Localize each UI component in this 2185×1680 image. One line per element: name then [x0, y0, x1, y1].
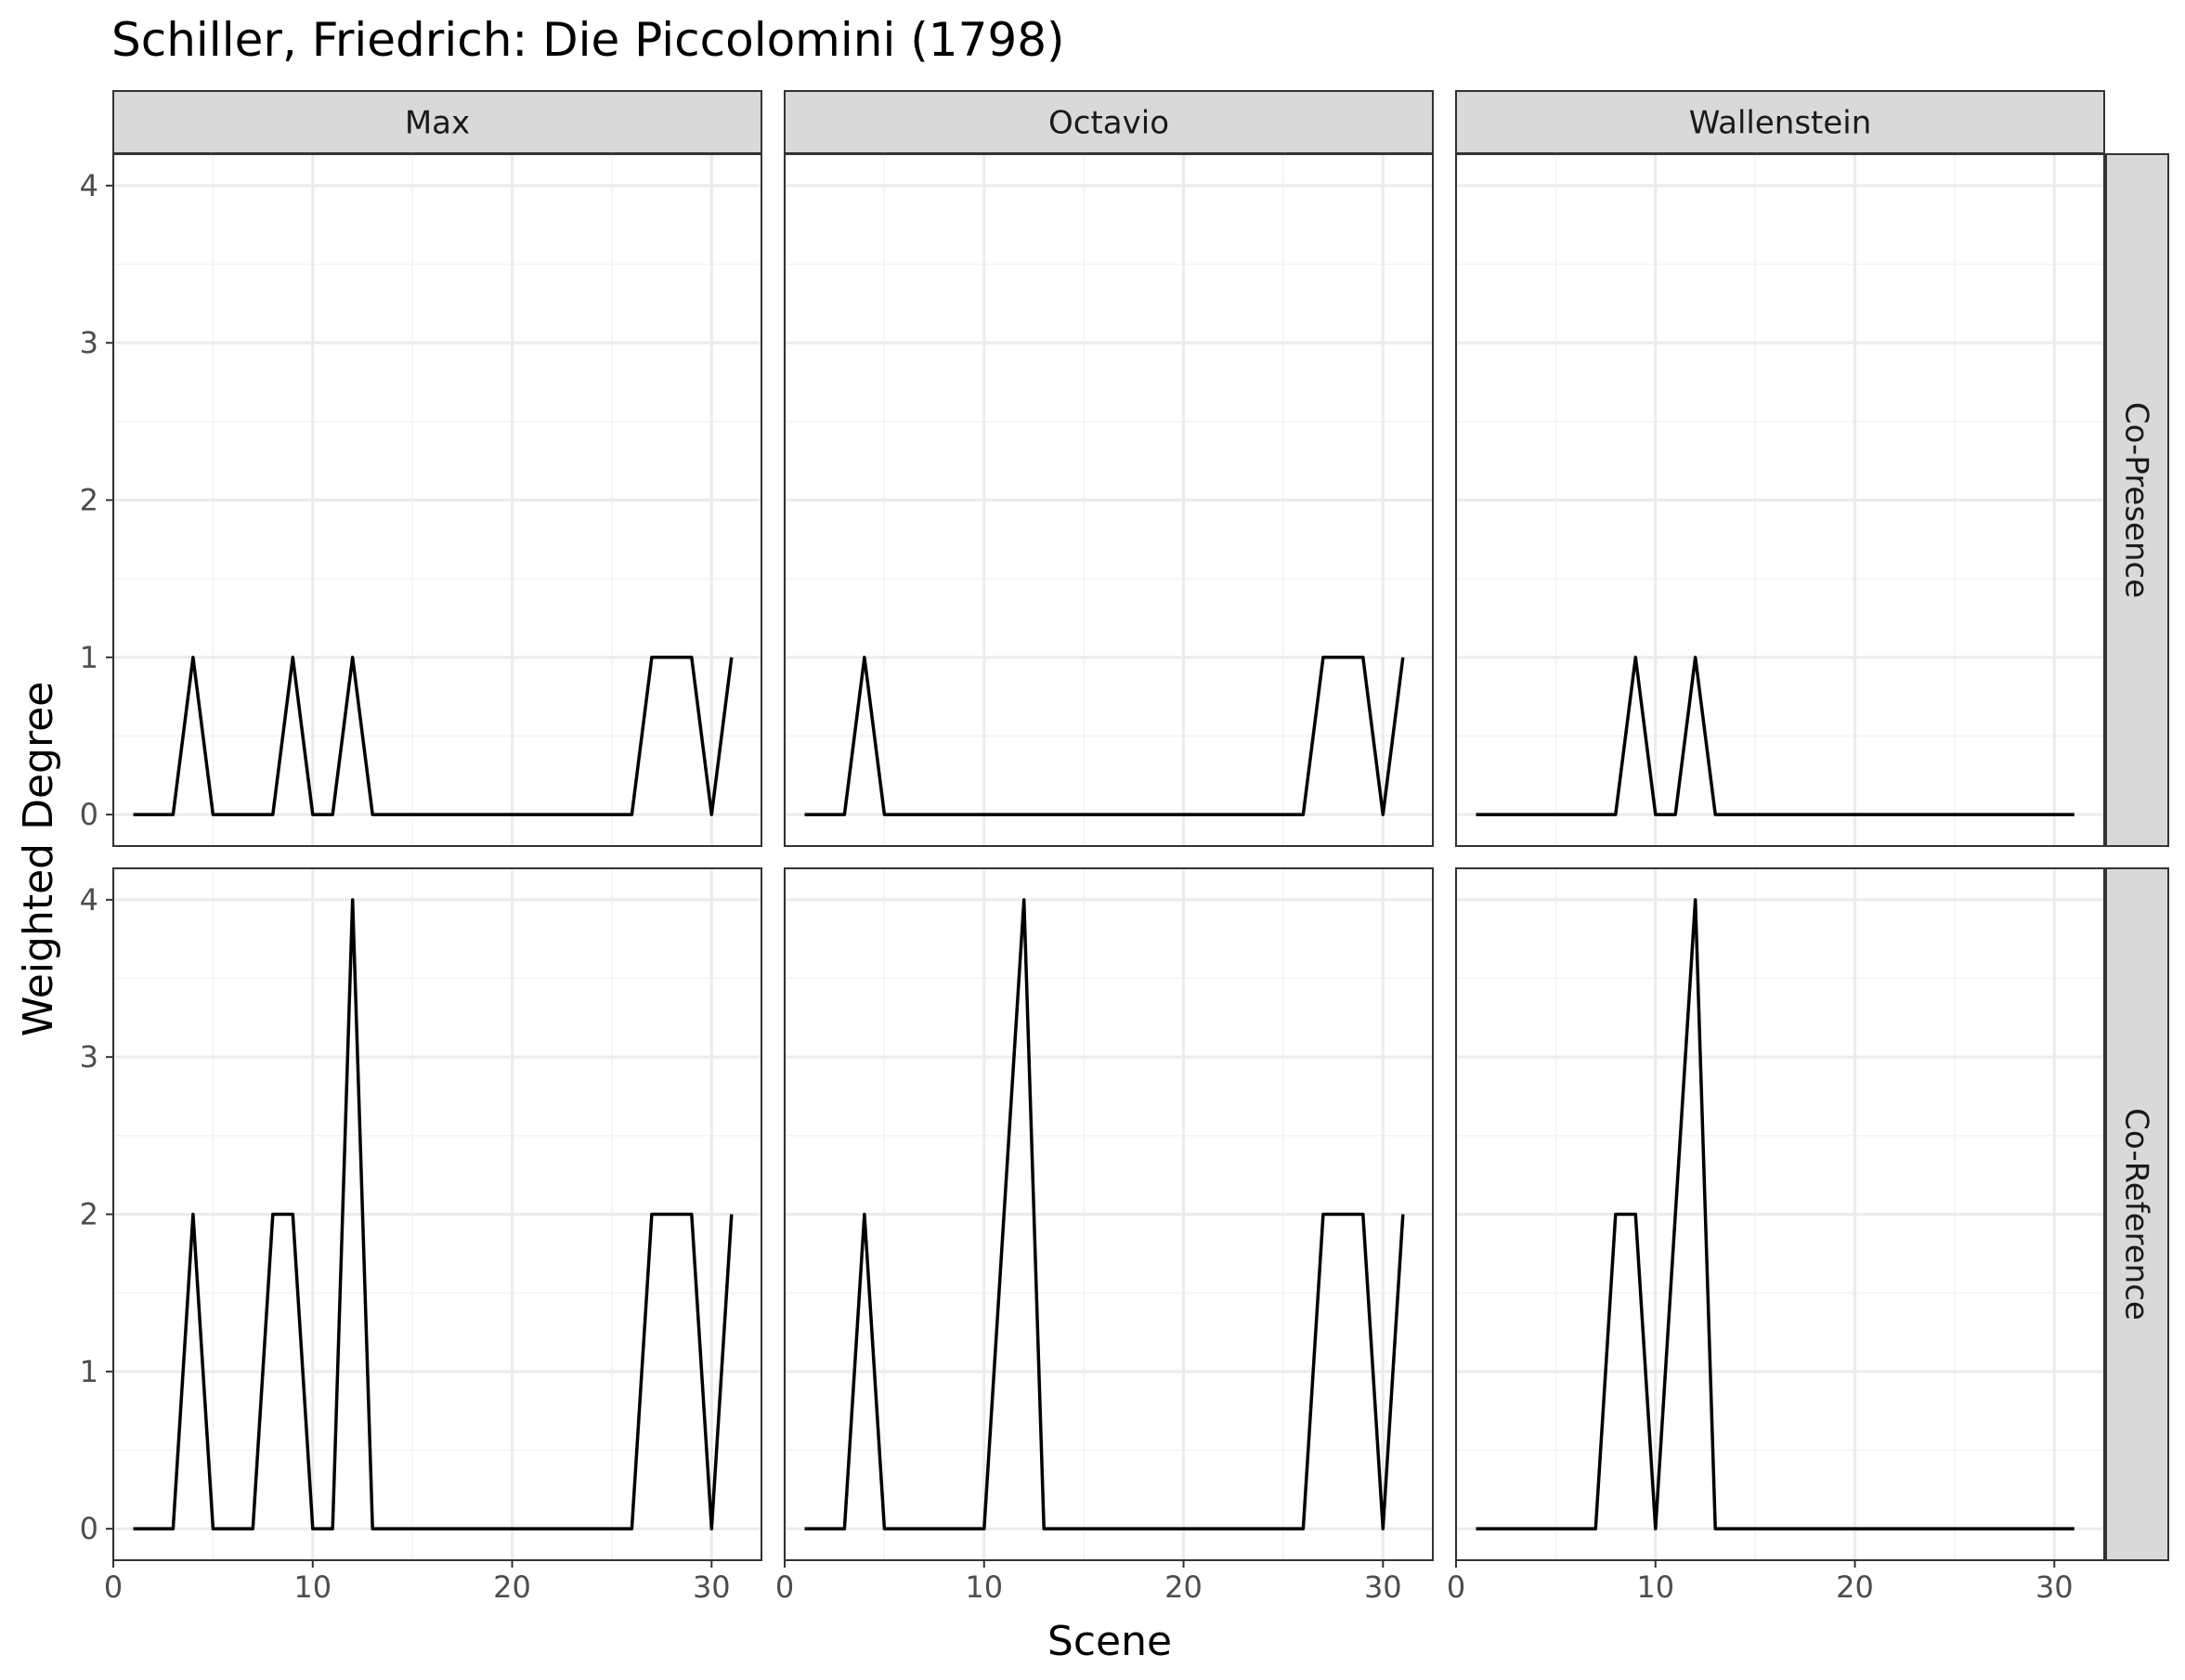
strip-octavio: [784, 90, 1434, 154]
chart-title: Schiller, Friedrich: Die Piccolomini (17…: [111, 13, 1065, 67]
strip-label-octavio: Octavio: [1048, 105, 1169, 142]
y-tick-label: 0: [80, 797, 98, 832]
series-line-octavio-co-presence: [804, 656, 1405, 816]
panel-border: [1455, 153, 2105, 847]
y-tick-label: 4: [80, 882, 98, 918]
y-axis-title: Weighted Degree: [15, 682, 62, 1036]
series-line-wallenstein-co-reference: [1476, 898, 2074, 1530]
x-tick-label: 0: [104, 1569, 123, 1605]
x-tick-label: 20: [1164, 1569, 1203, 1605]
x-tick-label: 0: [1447, 1569, 1465, 1605]
strip-label-max: Max: [405, 105, 470, 142]
x-tick-label: 30: [693, 1569, 731, 1605]
x-tick-label: 0: [775, 1569, 794, 1605]
y-tick-label: 4: [80, 168, 98, 203]
panel-max-co-reference: 0 1 2 3 4 0 10 20 30: [80, 867, 762, 1605]
x-tick-label: 10: [965, 1569, 1003, 1605]
panel-border: [1455, 867, 2105, 1561]
y-tick-label: 1: [80, 640, 98, 675]
strip-label-co-reference: Co-Reference: [2118, 1108, 2155, 1321]
panel-border: [784, 867, 1434, 1561]
series-line-octavio-co-reference: [804, 898, 1405, 1530]
panel-octavio-co-reference: 0 10 20 30: [775, 867, 1434, 1605]
x-tick-label: 30: [2035, 1569, 2074, 1605]
panel-max-co-presence: 0 1 2 3 4: [80, 153, 762, 847]
panel-octavio-co-presence: [783, 153, 1434, 847]
strip-label-co-presence: Co-Presence: [2118, 402, 2155, 598]
panel-wallenstein-co-presence: [1454, 153, 2105, 847]
panel-border: [784, 153, 1434, 847]
y-tick-label: 3: [80, 1039, 98, 1074]
strip-max: [112, 90, 762, 154]
y-tick-label: 2: [80, 1197, 98, 1232]
x-tick-label: 20: [1836, 1569, 1874, 1605]
x-tick-label: 20: [493, 1569, 531, 1605]
y-tick-label: 2: [80, 483, 98, 518]
y-tick-label: 3: [80, 325, 98, 360]
panel-wallenstein-co-reference: 0 10 20 30: [1447, 867, 2105, 1605]
panels-layer: Max Octavio Wallenstein Co-Presence Co-Refer…: [80, 90, 2169, 1605]
series-line-max-co-presence: [133, 656, 734, 816]
x-tick-label: 30: [1364, 1569, 1402, 1605]
strip-co-presence: [2105, 153, 2169, 847]
y-tick-label: 1: [80, 1354, 98, 1389]
strip-label-wallenstein: Wallenstein: [1689, 105, 1872, 142]
strip-co-reference: [2105, 867, 2169, 1561]
x-axis-title: Scene: [1047, 1618, 1172, 1665]
series-line-max-co-reference: [133, 898, 734, 1530]
series-line-wallenstein-co-presence: [1476, 656, 2074, 816]
x-tick-label: 10: [293, 1569, 332, 1605]
x-tick-label: 10: [1636, 1569, 1674, 1605]
y-tick-label: 0: [80, 1511, 98, 1546]
